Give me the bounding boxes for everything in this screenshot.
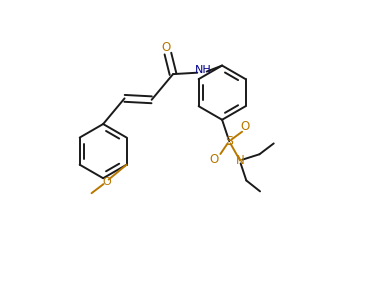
Text: N: N [236,154,244,167]
Text: O: O [210,153,219,166]
Text: O: O [162,41,171,54]
Text: NH: NH [195,65,212,75]
Text: O: O [241,120,250,133]
Text: S: S [225,135,233,148]
Text: O: O [102,177,111,187]
